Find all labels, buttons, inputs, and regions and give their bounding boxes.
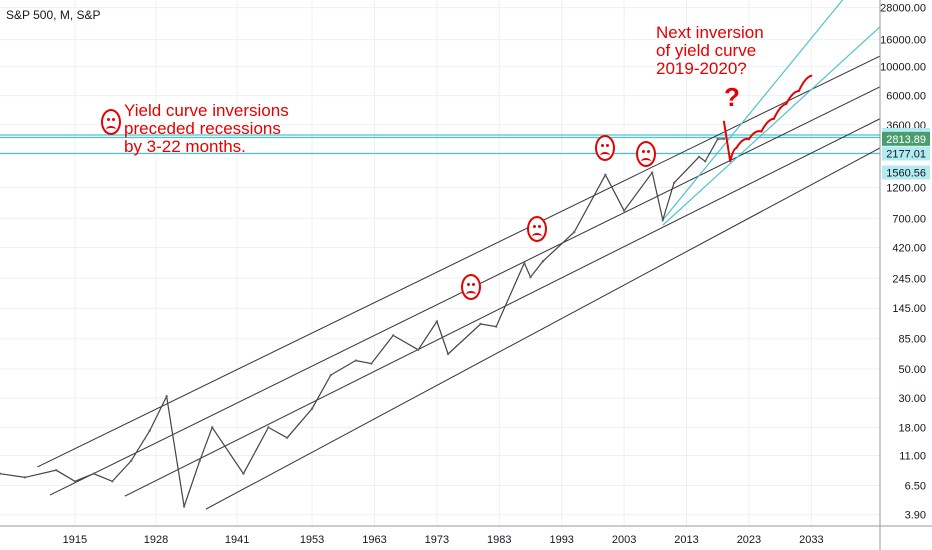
trend-line [662,0,844,221]
question-mark: ? [724,82,740,112]
x-tick-label: 1915 [63,534,87,546]
price-point [435,320,439,323]
price-point [494,325,498,328]
annotation-next-inversion: Next inversion of yield curve 2019-2020? [656,23,764,78]
price-point [391,334,395,337]
y-tick-label: 18.00 [898,422,926,434]
price-series-line [0,138,725,507]
price-point [604,173,607,176]
price-point [672,181,676,185]
y-tick-label: 245.00 [892,273,926,285]
price-point [73,480,77,483]
x-tick-label: 1973 [425,534,449,546]
y-tick-label: 50.00 [898,364,926,376]
price-point [697,155,701,159]
price-label-text: 1560.56 [886,168,926,180]
price-point [242,472,245,475]
projection-point [772,117,775,120]
price-point [267,426,270,429]
y-tick-label: 16000.00 [880,35,926,47]
sad-face-icon [595,134,616,161]
channel-line [205,147,881,510]
annotation-inversions-note: Yield curve inversions preceded recessio… [124,101,289,156]
y-tick-label: 6000.00 [886,91,926,103]
price-point [285,436,289,439]
price-point [92,472,95,475]
projection-point [722,120,725,123]
x-tick-label: 1953 [300,534,324,546]
projection-point [760,130,763,133]
price-label-tag [882,165,930,180]
price-label-text: 2177.01 [886,148,926,160]
projection-point [747,138,750,141]
price-point [370,362,373,365]
x-tick-label: 1983 [487,534,511,546]
price-point [479,322,482,326]
price-point [198,459,201,463]
price-point [54,469,58,472]
price-point [148,429,151,432]
y-tick-label: 1200.00 [886,183,926,195]
channel-line [124,118,881,497]
price-point [111,480,114,483]
x-tick-label: 2003 [612,534,636,546]
y-tick-label: 700.00 [892,213,926,225]
price-point [182,505,186,508]
y-tick-label: 6.50 [905,481,926,493]
x-tick-label: 1928 [144,534,168,546]
price-point [704,160,707,163]
price-point [523,261,526,265]
y-tick-label: 11.00 [899,450,926,462]
x-tick-label: 1941 [225,534,249,546]
y-tick-label: 3.90 [905,510,926,522]
price-label-tag [882,131,930,146]
y-tick-label: 30.00 [898,393,926,405]
projection-point [785,102,788,105]
price-point [661,218,665,222]
projection-point [735,146,738,149]
price-point [650,171,654,174]
sad-face-icon [461,274,482,301]
price-point [210,426,214,429]
projection-point [729,160,732,163]
x-tick-label: 2023 [737,534,761,546]
projection-point [810,74,813,77]
channel-line [37,55,881,468]
price-point [446,352,450,356]
price-point [622,209,626,212]
price-point [722,137,726,141]
price-point [529,275,532,279]
y-tick-label: 145.00 [892,303,926,315]
trend-line [662,26,881,226]
price-point [329,373,332,377]
x-tick-label: 1993 [549,534,573,546]
price-point [165,395,168,398]
price-point [354,359,357,362]
price-point [23,476,27,479]
price-point [310,407,314,410]
price-label-tag [882,146,930,161]
price-point [416,348,420,351]
y-tick-label: 85.00 [898,334,926,346]
x-tick-label: 2013 [674,534,698,546]
x-tick-label: 1963 [362,534,386,546]
projection-point [797,90,800,93]
symbol-title: S&P 500, M, S&P [6,8,101,22]
y-tick-label: 10000.00 [880,61,926,73]
sad-face-icon [101,109,121,135]
price-point [716,137,719,141]
price-point [572,230,576,234]
price-point [129,459,133,463]
price-point [541,260,545,263]
sad-face-icon [526,216,547,243]
price-point [0,472,2,475]
price-label-text: 2813.89 [886,134,926,146]
sad-face-icon [635,140,656,167]
x-tick-label: 2033 [799,534,823,546]
y-tick-label: 28000.00 [880,3,926,15]
y-tick-label: 420.00 [892,242,926,254]
